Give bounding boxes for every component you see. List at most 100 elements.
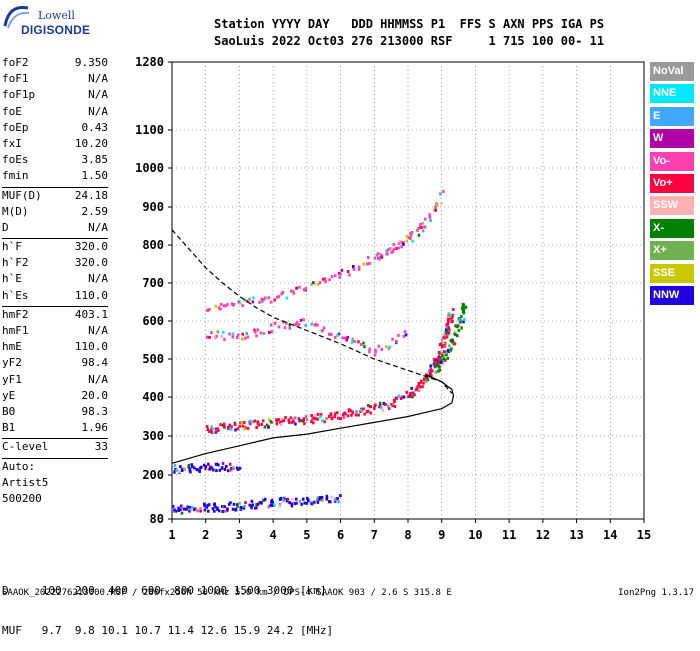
param-label: MUF(D) bbox=[2, 188, 42, 202]
echo-point bbox=[206, 467, 209, 471]
echo-point bbox=[360, 343, 363, 346]
echo-point bbox=[203, 504, 206, 508]
echo-point bbox=[179, 465, 182, 469]
echo-point bbox=[246, 426, 250, 430]
echo-point bbox=[310, 322, 314, 326]
echo-point bbox=[377, 344, 381, 348]
echo-point bbox=[325, 494, 329, 498]
echo-point bbox=[216, 330, 220, 334]
echo-point bbox=[236, 427, 240, 431]
param-row: foF1 N/A bbox=[2, 72, 108, 88]
echo-point bbox=[313, 417, 317, 421]
legend-item: W bbox=[650, 129, 694, 149]
echo-point bbox=[214, 430, 218, 434]
echo-point bbox=[298, 285, 301, 289]
echo-point bbox=[186, 505, 189, 509]
echo-point bbox=[345, 338, 348, 342]
echo-point bbox=[452, 340, 456, 344]
echo-point bbox=[253, 419, 256, 423]
param-value: 9.350 bbox=[74, 56, 108, 69]
echo-point bbox=[436, 203, 439, 207]
echo-point bbox=[318, 281, 322, 285]
echo-point bbox=[346, 336, 349, 339]
param-value: 1.50 bbox=[81, 169, 109, 183]
y-tick-label: 1100 bbox=[135, 123, 164, 137]
echo-point bbox=[274, 321, 277, 325]
echo-point bbox=[385, 345, 388, 349]
echo-point bbox=[352, 267, 356, 271]
echo-point bbox=[434, 370, 437, 374]
echo-point bbox=[365, 410, 369, 414]
echo-point bbox=[379, 253, 383, 257]
echo-point bbox=[353, 340, 356, 343]
echo-point bbox=[207, 462, 210, 466]
echo-point bbox=[259, 501, 262, 504]
y-tick-label: 80 bbox=[150, 512, 164, 526]
echo-point bbox=[374, 348, 377, 352]
echo-point bbox=[241, 304, 244, 308]
echo-point bbox=[214, 304, 217, 308]
echo-point bbox=[347, 408, 351, 412]
echo-point bbox=[373, 406, 376, 410]
echo-point bbox=[232, 502, 236, 506]
param-value: N/A bbox=[88, 72, 108, 86]
echo-point bbox=[445, 327, 448, 331]
echo-point bbox=[268, 331, 271, 334]
echo-point bbox=[405, 390, 408, 394]
echo-point bbox=[333, 411, 337, 415]
echo-point bbox=[302, 417, 306, 421]
echo-point bbox=[299, 419, 303, 423]
echo-point bbox=[428, 213, 431, 217]
echo-point bbox=[278, 504, 282, 508]
echo-point bbox=[447, 320, 450, 324]
echo-point bbox=[325, 497, 328, 501]
echo-point bbox=[432, 208, 436, 212]
echo-point bbox=[238, 301, 242, 305]
density-profile-curve bbox=[171, 373, 455, 464]
echo-point bbox=[337, 500, 340, 504]
echo-point bbox=[422, 381, 425, 385]
param-value: 320.0 bbox=[74, 256, 108, 270]
param-row: M(D) 2.59 bbox=[2, 205, 108, 221]
echo-point bbox=[213, 502, 216, 506]
echo-point bbox=[291, 289, 295, 293]
echo-point bbox=[328, 332, 331, 336]
echo-point bbox=[208, 467, 212, 471]
param-value: 320.0 bbox=[74, 240, 108, 254]
echo-point bbox=[408, 392, 412, 396]
echo-point bbox=[369, 411, 373, 415]
legend-item: NNE bbox=[650, 84, 694, 104]
echo-point bbox=[450, 347, 453, 351]
echo-point bbox=[342, 416, 346, 420]
echo-point bbox=[283, 326, 287, 330]
echo-point bbox=[311, 417, 314, 421]
param-value: 20.0 bbox=[81, 388, 109, 402]
echo-point bbox=[340, 268, 344, 272]
legend-item: SSE bbox=[650, 263, 694, 283]
echo-point bbox=[391, 404, 394, 407]
echo-point bbox=[336, 333, 339, 337]
ionogram-chart: 1 2 3 4 5 6 7 8 9 10 11 12 13 14 158020030040050060070… bbox=[135, 55, 651, 542]
echo-point bbox=[384, 402, 387, 406]
echo-point bbox=[336, 411, 339, 415]
echo-point bbox=[252, 420, 255, 424]
echo-point bbox=[206, 425, 209, 429]
echo-point bbox=[411, 239, 414, 243]
echo-point bbox=[178, 470, 181, 473]
echo-point bbox=[444, 343, 448, 346]
echo-point bbox=[204, 465, 208, 469]
echo-point bbox=[429, 368, 433, 372]
echo-point bbox=[297, 417, 301, 421]
echo-point bbox=[376, 252, 380, 256]
echo-point bbox=[265, 423, 269, 427]
echo-point bbox=[392, 243, 396, 247]
echo-point bbox=[413, 393, 416, 397]
echo-point bbox=[420, 226, 423, 229]
param-value: 98.4 bbox=[81, 356, 109, 370]
echo-point bbox=[215, 462, 218, 466]
echo-point bbox=[261, 299, 264, 303]
echo-point bbox=[376, 256, 380, 260]
echo-point bbox=[363, 345, 366, 349]
echo-point bbox=[320, 495, 324, 499]
echo-point bbox=[438, 351, 441, 355]
